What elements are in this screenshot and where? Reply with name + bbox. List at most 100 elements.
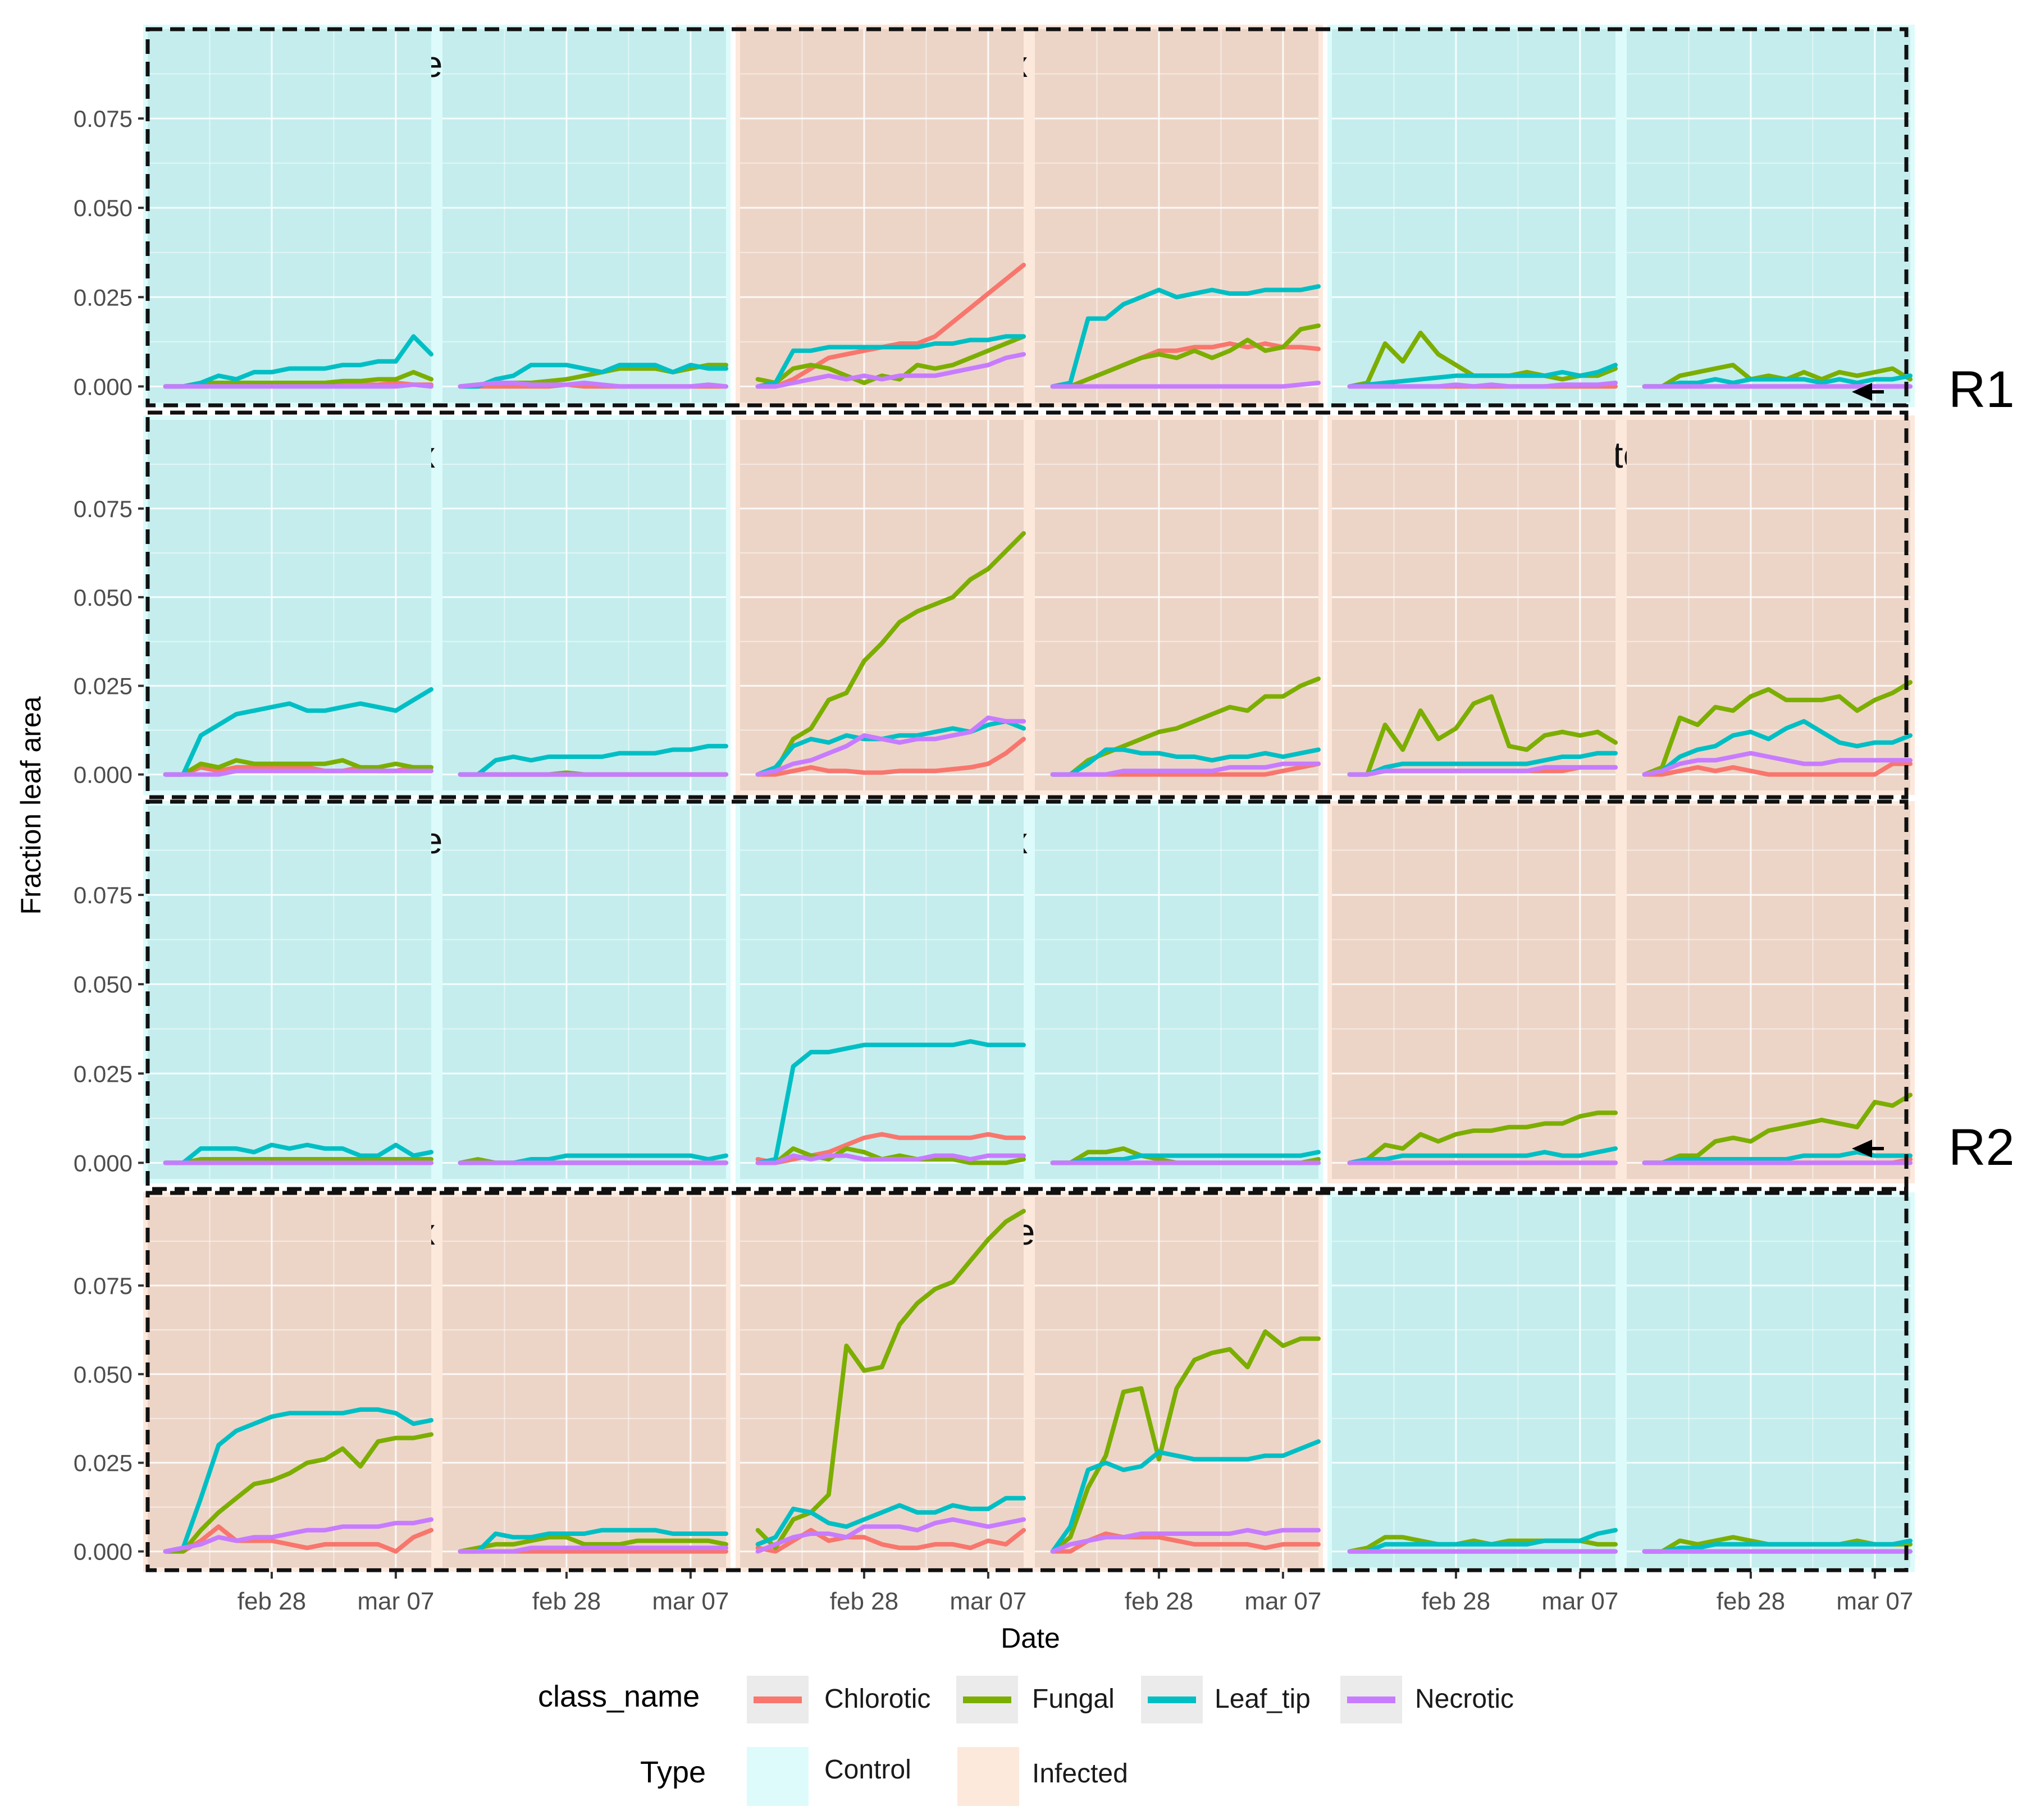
series-line-leaf-tip (163, 687, 433, 777)
panel-1 (148, 29, 433, 403)
y-tick-label: 0.075 (74, 882, 133, 908)
y-tick-label: 0.025 (74, 284, 133, 310)
series-line-necrotic (1050, 381, 1321, 389)
series-line-necrotic (163, 1517, 433, 1554)
panel-background (442, 420, 726, 790)
series-line-leaf-tip (1347, 363, 1618, 389)
facet-laureate-infected: Laureate (1327, 415, 1915, 795)
outline-r2-row1 (145, 799, 1909, 1191)
panel-1 (1332, 806, 1618, 1179)
series-line-leaf-tip (755, 334, 1026, 389)
panel-background (1332, 806, 1615, 1179)
panel-1 (1332, 29, 1618, 403)
panel-background (1035, 806, 1318, 1179)
outline-r2-row2 (145, 1191, 1909, 1572)
legend-type-title: Type (640, 1755, 706, 1789)
gridlines (1627, 29, 1910, 403)
side-label-r2: R2 (1948, 1119, 2015, 1176)
series-line-fungal (1347, 1110, 1618, 1165)
y-tick-label: 0.025 (74, 673, 133, 699)
y-tick-label: 0.075 (74, 496, 133, 522)
y-tick-label: 0.000 (74, 373, 133, 400)
outline-r1-row2 (145, 410, 1909, 799)
gridlines (1332, 420, 1615, 790)
x-tick-label: feb 28 (1717, 1588, 1785, 1615)
outline-r1-row1 (145, 27, 1909, 408)
series-line-fungal (458, 1535, 728, 1554)
series-line-chlorotic (755, 737, 1026, 777)
y-tick-label: 0.050 (74, 584, 133, 611)
gridlines (740, 1197, 1024, 1567)
axes-layer: 0.000 0.025 0.050 0.075 0.000 0.025 0.050 0.075… (74, 106, 1913, 1615)
legend-key-control (747, 1747, 809, 1806)
panel-2 (1035, 29, 1321, 403)
series-line-leaf-tip (755, 1496, 1026, 1547)
panel-background (1627, 1197, 1910, 1567)
series-line-leaf-tip (163, 334, 433, 389)
y-axis-row-1: 0.000 0.025 0.050 0.075 (74, 106, 144, 400)
series-line-necrotic (1347, 381, 1618, 389)
series-line-necrotic (1347, 765, 1618, 777)
series-line-leaf-tip (163, 1142, 433, 1165)
gridlines (148, 420, 431, 790)
x-tick-label: mar 07 (1541, 1588, 1618, 1615)
y-tick-label: 0.000 (74, 762, 133, 788)
panel-2 (1627, 806, 1913, 1179)
series-line-fungal (163, 369, 433, 389)
x-tick-label: feb 28 (830, 1588, 898, 1615)
facet-firefoxx-infected: Firefoxx (143, 1192, 731, 1572)
x-axis-panel: feb 28 mar 07 (1125, 1572, 1321, 1615)
x-tick-label: feb 28 (1422, 1588, 1490, 1615)
y-tick-label: 0.000 (74, 1539, 133, 1565)
series-line-necrotic (755, 715, 1026, 777)
panel-background (442, 1197, 726, 1567)
gridlines (148, 1197, 431, 1567)
facet-laureate-control: Laureate (143, 801, 731, 1183)
series-line-fungal (163, 1432, 433, 1554)
series-line-necrotic (458, 381, 728, 389)
panel-1 (148, 420, 433, 790)
panel-background (1332, 420, 1615, 790)
y-tick-label: 0.050 (74, 195, 133, 221)
series-line-fungal (1050, 1329, 1321, 1554)
series-line-leaf-tip (1347, 751, 1618, 777)
x-axis-panel: feb 28 mar 07 (238, 1572, 434, 1615)
legend-label-infected: Infected (1032, 1759, 1128, 1789)
facet-flair-infected: Flair (736, 415, 1323, 795)
gridlines (740, 806, 1024, 1179)
facet-flair-control: Flair (1327, 1192, 1915, 1572)
series-line-leaf-tip (1347, 1528, 1618, 1554)
legend-label-fungal: Fungal (1032, 1684, 1115, 1714)
gridlines (1035, 806, 1318, 1179)
series-line-leaf-tip (458, 363, 728, 389)
facet-firefoxx-control: Firefoxx (143, 415, 731, 795)
panel-background (148, 1197, 431, 1567)
facet-firefoxx-control: Firefoxx (736, 801, 1323, 1183)
legend-key-infected (957, 1747, 1019, 1806)
panel-1 (1332, 420, 1618, 790)
x-axis-panel: feb 28 mar 07 (532, 1572, 729, 1615)
panel-2 (1627, 29, 1913, 403)
x-tick-label: mar 07 (950, 1588, 1026, 1615)
panel-2 (1035, 420, 1321, 790)
panel-2 (1627, 1197, 1913, 1567)
gridlines (1627, 1197, 1910, 1567)
series-line-necrotic (458, 1545, 728, 1554)
panel-background (1332, 29, 1615, 403)
panel-background (1627, 29, 1910, 403)
legend-label-necrotic: Necrotic (1415, 1684, 1514, 1714)
panels-layer: LaureateFirefoxxFlairFirefoxxFlairLaurea… (143, 25, 1915, 1572)
series-line-fungal (163, 1157, 433, 1165)
arrow-icon (1852, 383, 1884, 401)
series-line-leaf-tip (458, 744, 728, 777)
series-line-necrotic (755, 352, 1026, 389)
y-axis-row-4: 0.000 0.025 0.050 0.075 (74, 1273, 144, 1565)
y-tick-label: 0.075 (74, 106, 133, 132)
y-axis-title: Fraction leaf area (15, 696, 47, 914)
panel-background (1627, 806, 1910, 1179)
panel-background (740, 806, 1024, 1179)
panel-background (740, 1197, 1024, 1567)
series-line-necrotic (1642, 751, 1913, 777)
panel-background (1035, 420, 1318, 790)
